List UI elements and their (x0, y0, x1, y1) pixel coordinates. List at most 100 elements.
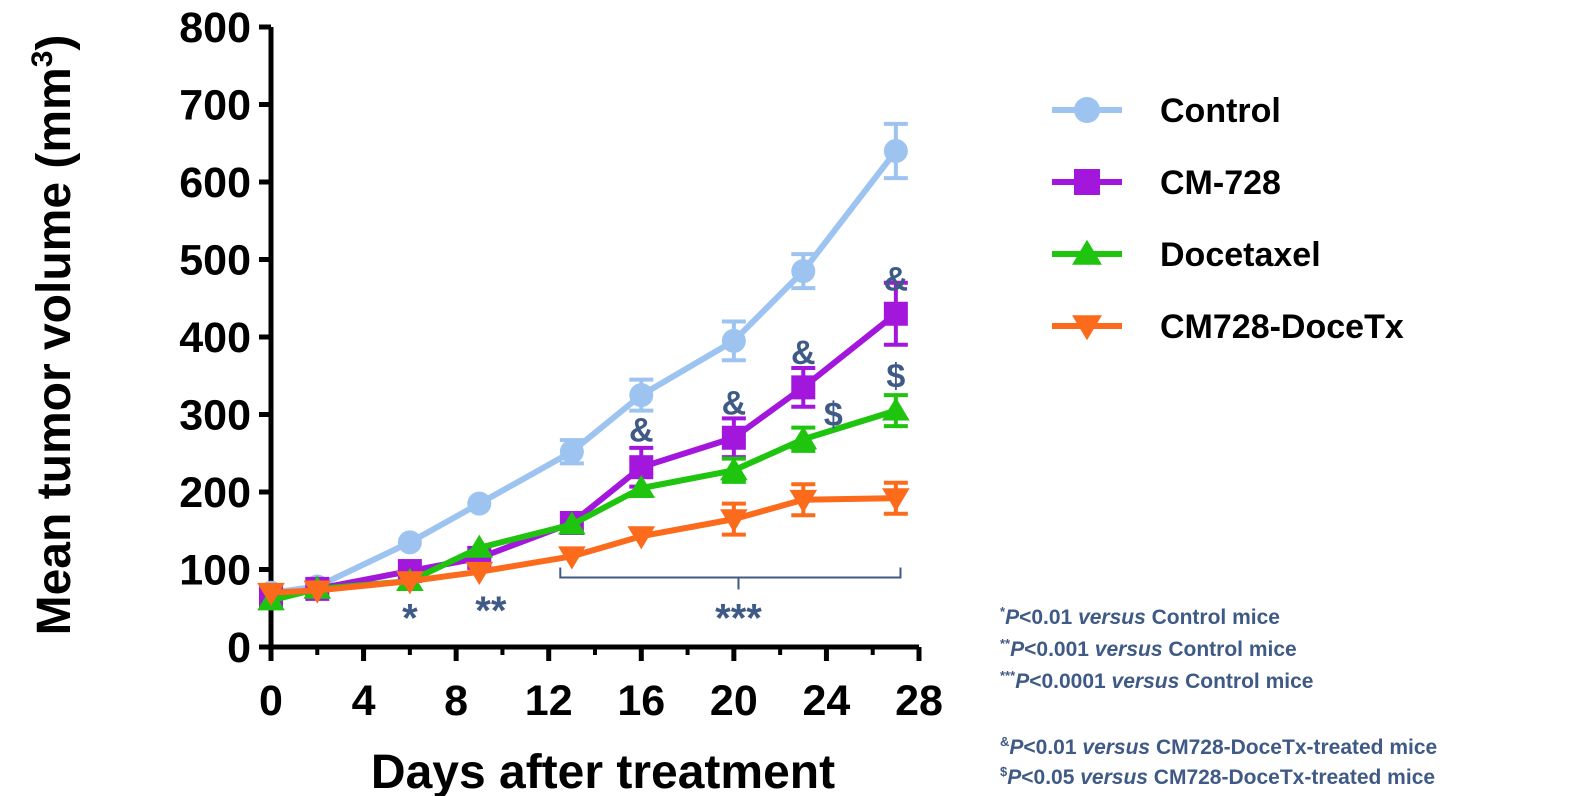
footnote-3: ***P<0.0001 versus Control mice (1000, 664, 1313, 694)
y-tick-label: 300 (179, 392, 251, 440)
significance-star-2: ** (475, 589, 507, 633)
data-point (882, 397, 910, 421)
footnote-3-mark: *** (1000, 668, 1016, 683)
data-point (720, 509, 748, 533)
footnote-5-mark: $ (1000, 764, 1008, 779)
data-point (303, 580, 332, 604)
footnote-4-rest: <0.01 (1023, 736, 1083, 759)
footnote-4-mark: & (1000, 734, 1010, 749)
footnote-2-p: P (1010, 638, 1025, 661)
y-tick-label: 500 (179, 237, 251, 285)
footnote-4: &P<0.01 versus CM728-DoceTx-treated mice (1000, 730, 1437, 760)
footnote-1-versus: versus (1078, 606, 1146, 629)
significance-dollar-day27: $ (886, 357, 905, 395)
footnote-2-rest: <0.001 (1024, 638, 1095, 661)
x-tick-label: 16 (617, 677, 665, 725)
footnote-1: *P<0.01 versus Control mice (1000, 600, 1280, 630)
x-axis-title: Days after treatment (371, 746, 835, 796)
axes: 0 100 200 300 400 500 600 700 800 0 4 8 12 16 20 24 28 (179, 4, 943, 725)
y-tick-label: 100 (179, 547, 251, 595)
y-tick-label: 600 (179, 159, 251, 207)
legend: Control CM-728 Docetaxel CM728-DoceTx (1052, 92, 1404, 346)
significance-star-1: * (402, 597, 418, 641)
data-point (558, 511, 586, 535)
legend-marker (1074, 97, 1100, 123)
footnote-3-p: P (1015, 670, 1030, 693)
series-layer (257, 121, 910, 611)
annotation-layer: * ** ***&&&&$$ (402, 261, 908, 641)
legend-label: CM-728 (1160, 164, 1281, 202)
footnote-2-tail: Control mice (1162, 638, 1297, 661)
significance-amp-day27: & (884, 261, 909, 299)
footnote-4-tail: CM728-DoceTx-treated mice (1150, 736, 1438, 759)
y-tick-label: 200 (179, 469, 251, 517)
footnote-1-tail: Control mice (1145, 606, 1280, 629)
data-point (791, 259, 816, 284)
legend-marker (1074, 169, 1100, 195)
legend-item: CM728-DoceTx (1052, 308, 1404, 346)
data-point (396, 571, 424, 595)
footnote-3-tail: Control mice (1179, 670, 1314, 693)
legend-item: Control (1052, 92, 1281, 130)
legend-marker (1072, 315, 1102, 341)
data-point (257, 582, 285, 606)
y-tick-label: 0 (227, 624, 251, 672)
data-point (883, 139, 908, 163)
y-tick-label: 800 (179, 4, 251, 52)
data-point (791, 375, 816, 400)
data-point (559, 439, 584, 464)
data-point (397, 530, 422, 555)
footnote-5-versus: versus (1080, 766, 1148, 789)
y-axis-title: Mean tumor volume (mm3) (26, 35, 81, 636)
x-tick-label: 20 (710, 677, 758, 725)
footnote-2: **P<0.001 versus Control mice (1000, 632, 1297, 662)
x-tick-label: 0 (259, 677, 283, 725)
data-point (627, 474, 656, 499)
data-point (721, 425, 746, 450)
footnote-1-rest: <0.01 (1019, 606, 1079, 629)
data-point (882, 488, 910, 512)
significance-star-3: *** (715, 597, 762, 641)
y-axis-title-close: ) (28, 35, 81, 51)
footnote-3-rest: <0.0001 (1029, 670, 1112, 693)
legend-item: CM-728 (1052, 164, 1281, 202)
data-point (789, 489, 818, 513)
x-tick-label: 4 (352, 677, 376, 725)
significance-amp-day16: & (629, 412, 654, 450)
x-tick-label: 12 (525, 677, 573, 725)
legend-label: Docetaxel (1160, 236, 1321, 274)
footnote-1-p: P (1005, 606, 1020, 629)
significance-amp-day20: & (722, 385, 747, 423)
footnote-5-tail: CM728-DoceTx-treated mice (1147, 766, 1436, 789)
footnote-1-mark: * (1000, 604, 1006, 619)
significance-dollar-day23: $ (824, 396, 843, 434)
legend-item: Docetaxel (1052, 236, 1321, 274)
y-tick-label: 700 (179, 82, 251, 130)
data-point (465, 561, 494, 586)
legend-label: CM728-DoceTx (1160, 308, 1404, 346)
footnote-3-versus: versus (1111, 670, 1180, 693)
footnote-4-p: P (1009, 736, 1024, 759)
footnote-5-p: P (1007, 766, 1022, 789)
footnote-5-rest: <0.05 (1021, 766, 1081, 789)
data-point (721, 328, 746, 353)
footnote-2-mark: ** (1000, 636, 1011, 651)
series-cm728-docetx (257, 480, 910, 606)
legend-label: Control (1160, 92, 1281, 130)
data-point (627, 526, 656, 550)
data-point (789, 426, 818, 450)
y-axis-title-sup: 3 (26, 51, 59, 68)
legend-marker (1072, 239, 1102, 265)
footnote-2-versus: versus (1094, 638, 1163, 661)
x-tick-label: 24 (803, 677, 851, 725)
significance-amp-day23: & (791, 334, 816, 372)
x-tick-label: 28 (895, 677, 943, 725)
footnote-4-versus: versus (1082, 736, 1151, 759)
data-point (558, 546, 586, 570)
data-point (883, 301, 908, 326)
significance-bracket (559, 567, 902, 590)
y-axis-title-main: Mean tumor volume (mm (28, 67, 81, 635)
y-tick-label: 400 (179, 314, 251, 362)
footnote-5: $P<0.05 versus CM728-DoceTx-treated mice (1000, 760, 1435, 790)
